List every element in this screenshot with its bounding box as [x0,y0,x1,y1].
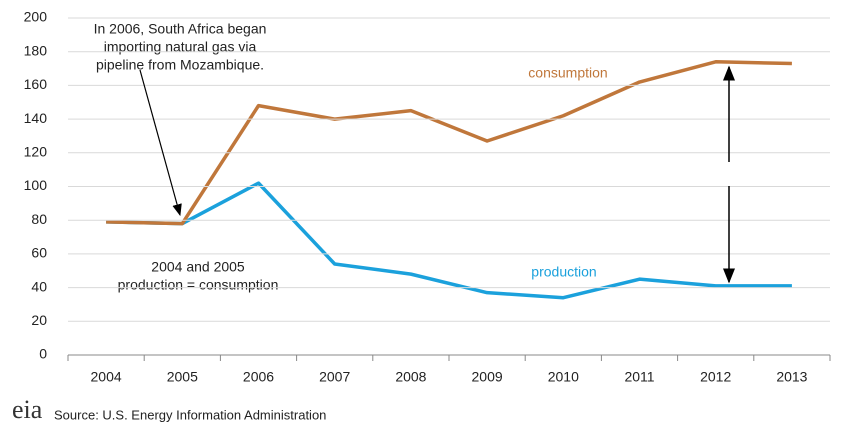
annotation: importing natural gas via [104,39,257,55]
series-line [106,60,792,226]
y-tick-label: 20 [31,312,47,328]
x-tick-label: 2005 [167,369,198,385]
y-tick-label: 60 [31,245,47,261]
annotation-box [636,163,824,185]
x-tick-label: 2011 [624,369,654,385]
y-tick-label: 140 [24,110,48,126]
y-tick-label: 160 [24,76,48,92]
x-tick-label: 2007 [319,369,350,385]
y-tick-label: 80 [31,211,47,227]
y-tick-label: 120 [24,144,48,160]
series-line [106,181,792,300]
x-tick-label: 2008 [395,369,426,385]
y-tick-label: 0 [39,346,47,362]
logo: eia [12,395,43,424]
y-tick-label: 200 [24,9,48,25]
annotation: 2004 and 2005 [151,259,245,275]
y-tick-label: 180 [24,42,48,58]
y-tick-label: 40 [31,278,47,294]
y-tick-label: 100 [24,177,48,193]
x-tick-label: 2012 [700,369,731,385]
annotation: production = consumption [118,277,279,293]
annotation: pipeline from Mozambique. [96,57,264,73]
x-tick-label: 2010 [548,369,579,385]
annotation-arrow [139,69,182,217]
x-tick-label: 2013 [776,369,807,385]
annotation: In 2006, South Africa began [94,21,267,37]
series-label: consumption [528,65,607,81]
x-tick-label: 2006 [243,369,274,385]
x-tick-label: 2009 [472,369,503,385]
series-label: production [531,264,596,280]
source: Source: U.S. Energy Information Administ… [54,407,326,422]
x-tick-label: 2004 [91,369,122,385]
